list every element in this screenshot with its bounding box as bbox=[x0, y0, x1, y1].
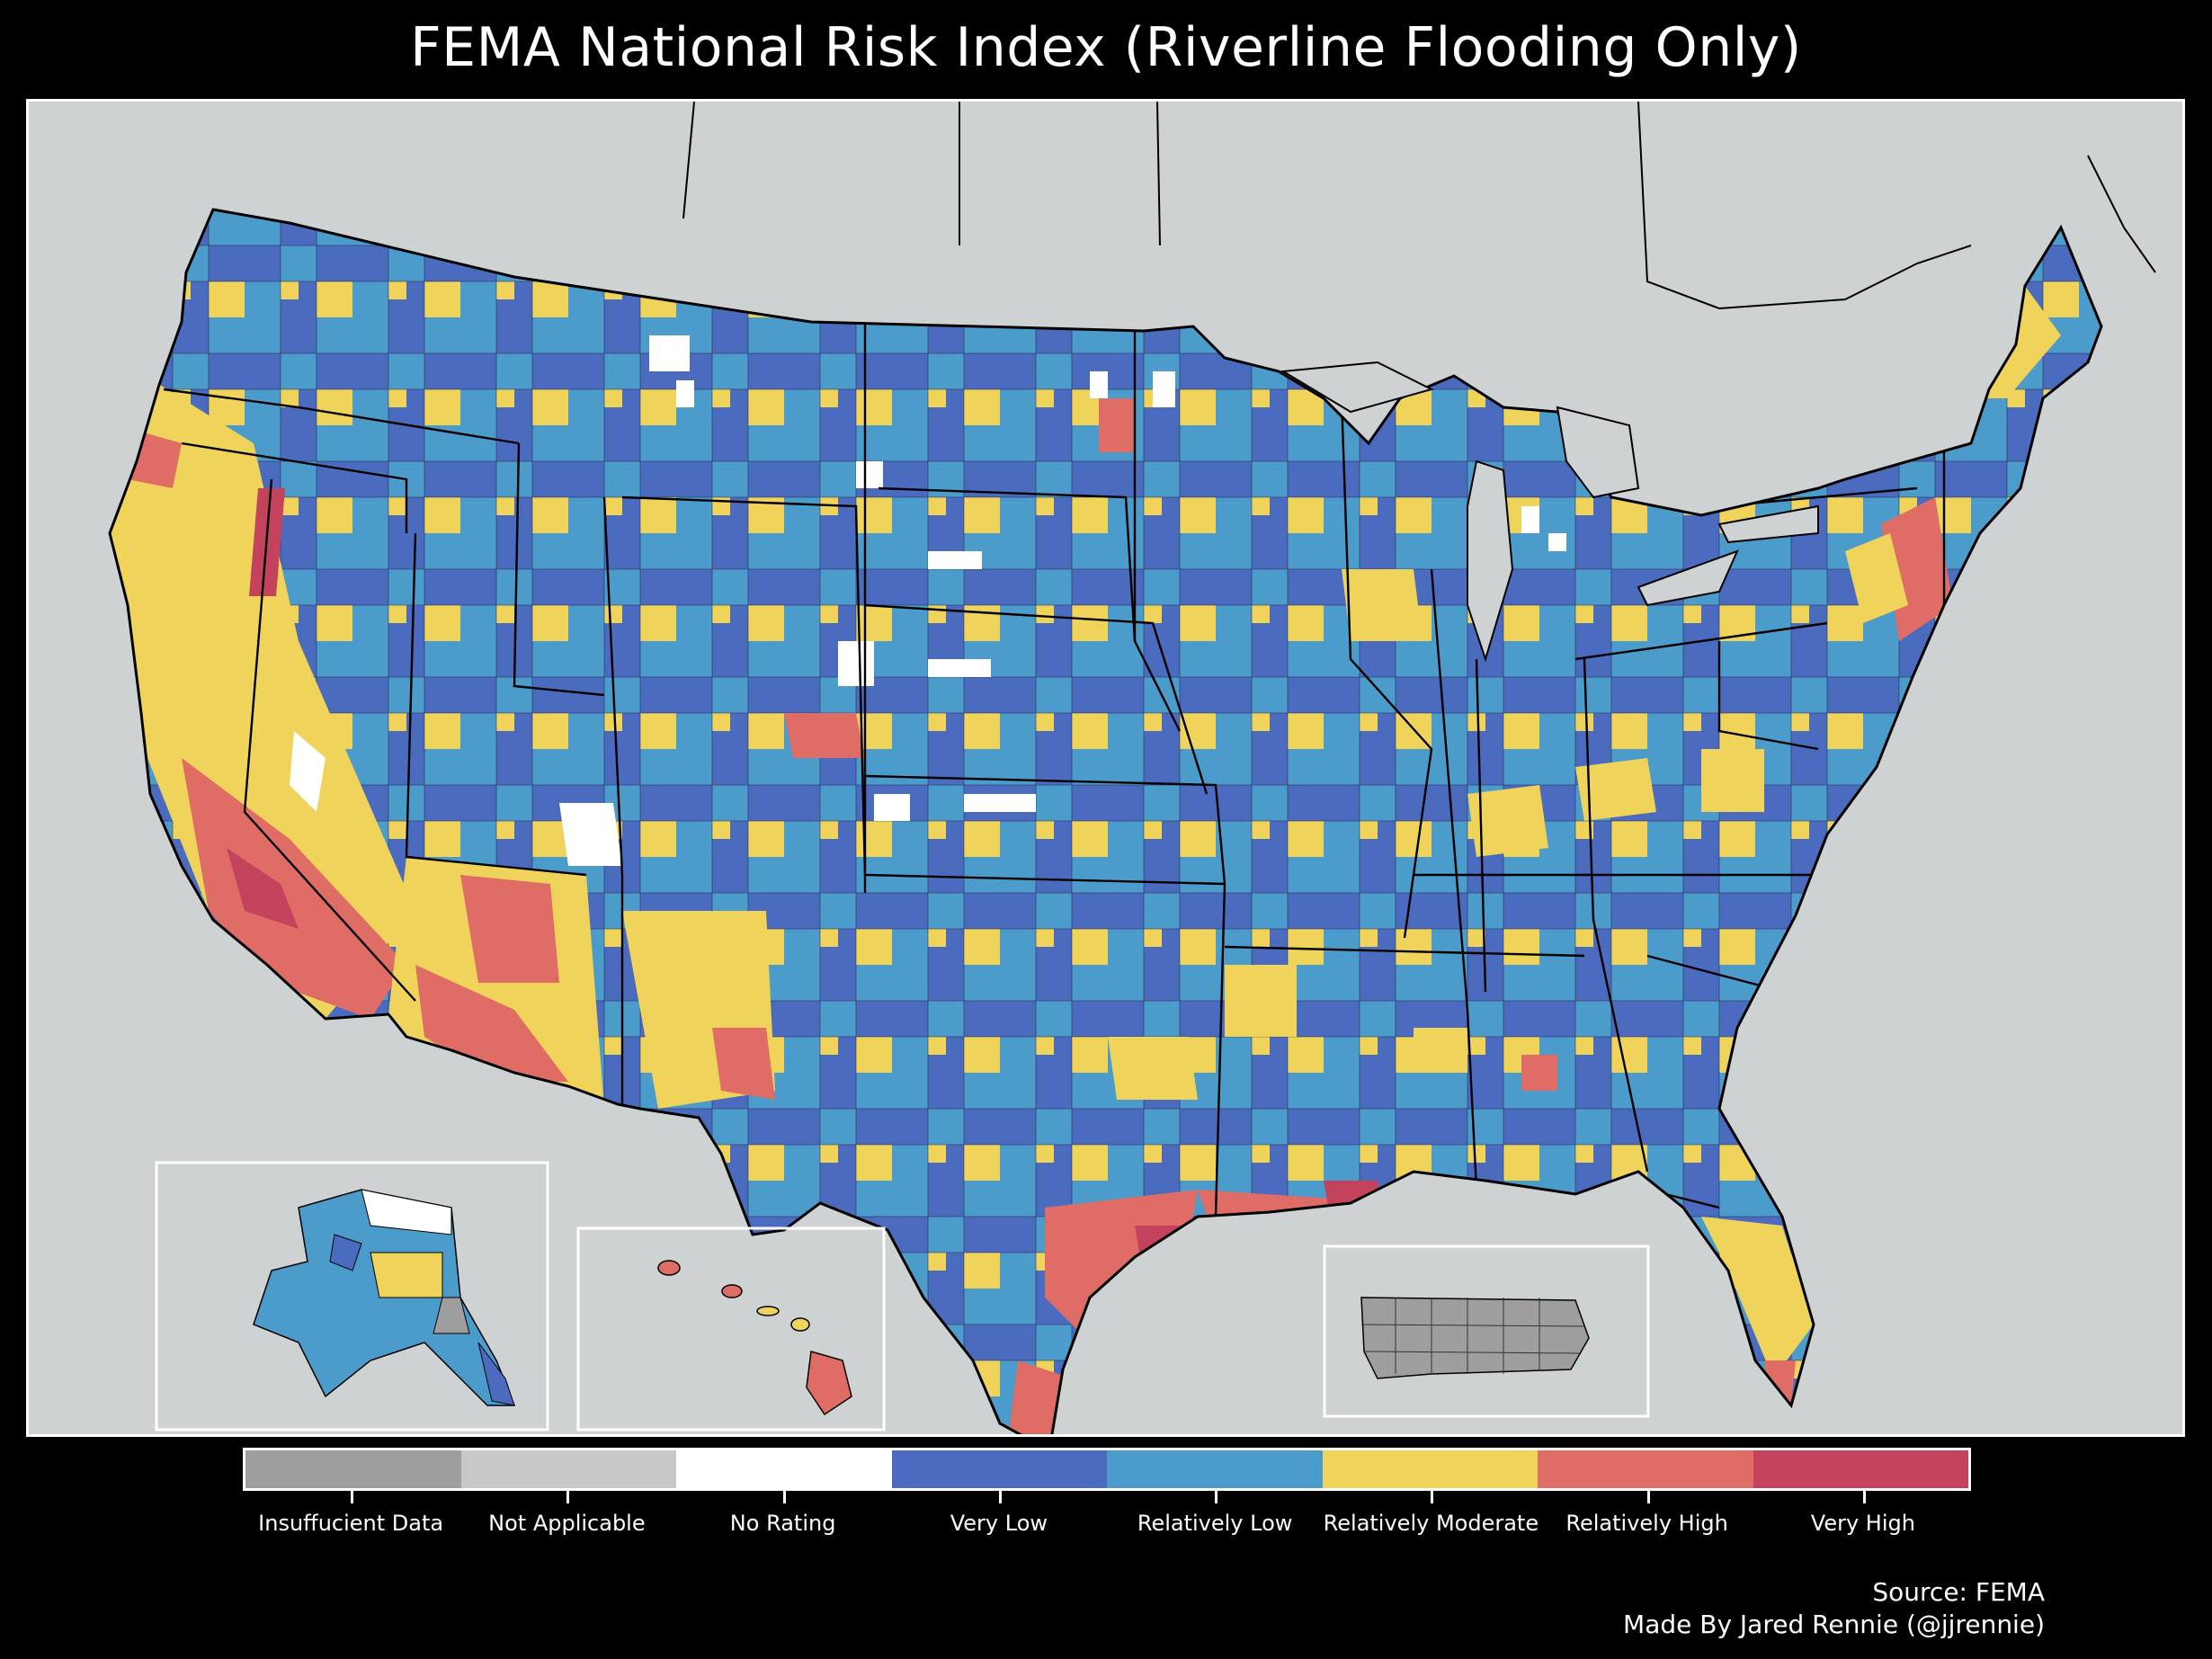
author-line: Made By Jared Rennie (@jjrennie) bbox=[1623, 1610, 2045, 1639]
source-credit: Source: FEMA Made By Jared Rennie (@jjre… bbox=[1623, 1576, 2045, 1641]
legend-label-4: Relatively Low bbox=[1137, 1511, 1293, 1536]
legend-swatch-7 bbox=[1753, 1450, 1968, 1488]
legend-tick-7 bbox=[1862, 1491, 1866, 1503]
legend-label-0: Insuffucient Data bbox=[258, 1511, 444, 1536]
choropleth-map bbox=[108, 102, 2156, 1434]
legend-swatch-0 bbox=[245, 1450, 461, 1488]
legend-label-5: Relatively Moderate bbox=[1323, 1511, 1539, 1536]
alaska-inset bbox=[155, 1161, 549, 1432]
legend-label-7: Very High bbox=[1810, 1511, 1915, 1536]
legend-tick-5 bbox=[1431, 1491, 1434, 1503]
legend-label-6: Relatively High bbox=[1565, 1511, 1728, 1536]
borders bbox=[682, 102, 2156, 310]
source-line: Source: FEMA bbox=[1872, 1577, 2045, 1607]
map-title: FEMA National Risk Index (Riverline Floo… bbox=[410, 16, 1802, 79]
legend-tick-6 bbox=[1646, 1491, 1650, 1503]
legend-swatch-1 bbox=[460, 1450, 676, 1488]
legend-swatch-6 bbox=[1538, 1450, 1753, 1488]
legend-swatch-5 bbox=[1322, 1450, 1538, 1488]
legend-swatch-2 bbox=[676, 1450, 892, 1488]
puerto-rico-inset bbox=[1323, 1244, 1650, 1418]
legend-tick-1 bbox=[566, 1491, 570, 1503]
legend-label-3: Very Low bbox=[950, 1511, 1048, 1536]
legend-colorbar bbox=[243, 1448, 1971, 1491]
legend-tick-0 bbox=[351, 1491, 354, 1503]
legend-swatch-4 bbox=[1107, 1450, 1323, 1488]
great-lakes bbox=[1280, 361, 1819, 663]
map-frame bbox=[26, 99, 2185, 1437]
legend-labels: Insuffucient Data Not Applicable No Rating… bbox=[243, 1511, 1971, 1536]
legend-tick-3 bbox=[998, 1491, 1002, 1503]
legend-label-2: No Rating bbox=[729, 1511, 836, 1536]
legend-swatch-3 bbox=[891, 1450, 1107, 1488]
legend-label-1: Not Applicable bbox=[488, 1511, 646, 1536]
hawaii-inset bbox=[576, 1226, 886, 1432]
legend-tick-4 bbox=[1215, 1491, 1218, 1503]
legend-tick-2 bbox=[782, 1491, 786, 1503]
